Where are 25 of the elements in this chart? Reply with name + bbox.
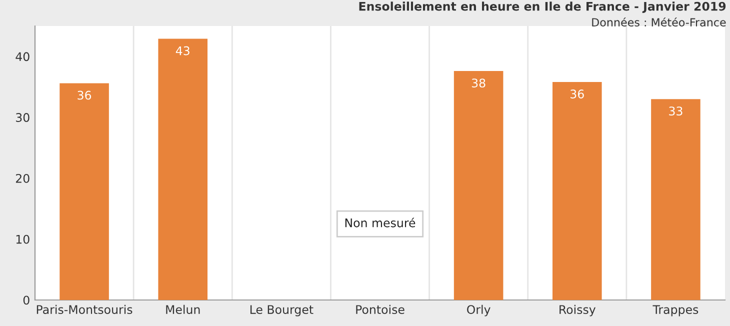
x-tick-label: Pontoise bbox=[356, 304, 404, 314]
data-label: 36 bbox=[570, 90, 584, 98]
bar bbox=[454, 71, 504, 300]
x-tick-label: Roissy bbox=[560, 304, 596, 316]
y-tick-label: 30 bbox=[16, 113, 30, 122]
x-tick-label: Melun bbox=[166, 304, 200, 314]
x-tick-label: Orly bbox=[467, 304, 490, 316]
x-tick-label: Trappes bbox=[652, 305, 698, 316]
bar bbox=[651, 99, 700, 300]
data-label: 33 bbox=[669, 106, 682, 116]
y-tick-label: 20 bbox=[16, 174, 30, 183]
y-tick-label: 10 bbox=[16, 234, 30, 244]
bar bbox=[60, 83, 109, 300]
data-label: 36 bbox=[78, 90, 92, 100]
annotation: Non mesuré bbox=[345, 218, 416, 228]
data-label: 38 bbox=[472, 78, 486, 88]
chart-subtitle: Données : Météo-France bbox=[592, 17, 726, 27]
chart-title: Ensoleillement en heure en Ile de France - Janvier 2019 bbox=[359, 2, 726, 13]
bar bbox=[158, 38, 208, 300]
y-tick-label: 0 bbox=[23, 296, 30, 305]
data-label: 43 bbox=[176, 46, 190, 56]
y-tick-label: 40 bbox=[16, 52, 30, 62]
bar bbox=[552, 82, 602, 300]
x-tick-label: Le Bourget bbox=[250, 305, 314, 316]
x-tick-label: Paris-Montsouris bbox=[36, 304, 132, 314]
